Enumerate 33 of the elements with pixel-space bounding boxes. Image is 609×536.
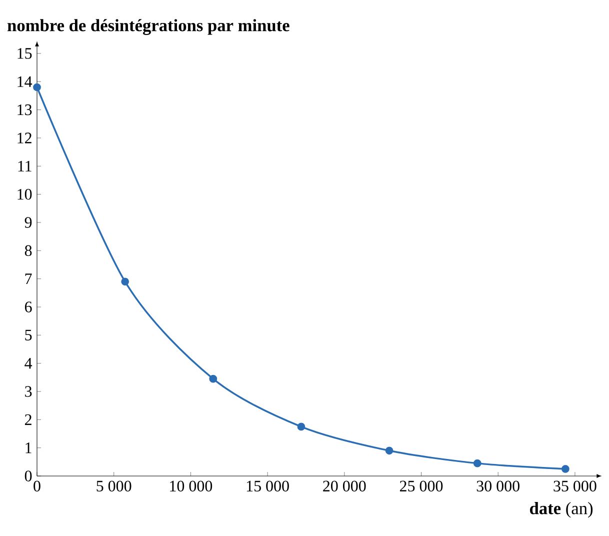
- y-tick-label: 4: [24, 358, 32, 369]
- x-axis-title: date (an): [530, 502, 593, 518]
- y-tick-label: 3: [25, 386, 32, 397]
- x-tick-label: 35 000: [554, 480, 596, 492]
- y-tick-label: 0: [24, 470, 32, 482]
- point: [385, 446, 394, 455]
- y-tick-label: 1: [26, 442, 32, 454]
- y-tick-label: 7: [25, 274, 32, 284]
- x-tick-label: 25 000: [400, 480, 443, 492]
- y-tick-label: 8: [24, 245, 32, 256]
- y-axis-title: nombre de désintégrations par minute: [8, 19, 290, 35]
- x-tick-label: 20 000: [323, 480, 366, 492]
- x-tick-label: 30 000: [476, 480, 520, 492]
- y-tick-label: 2: [25, 414, 32, 425]
- point: [121, 278, 130, 286]
- point: [561, 465, 570, 473]
- x-tick-label: 0: [34, 480, 40, 492]
- y-tick-label: 10: [18, 188, 32, 200]
- x-tick-label: 15 000: [246, 480, 289, 492]
- x-tick-label: 10 000: [170, 480, 212, 492]
- point: [473, 459, 482, 468]
- y-tick-label: 12: [18, 132, 32, 144]
- point: [297, 422, 306, 431]
- y-tick-label: 14: [18, 76, 32, 87]
- y-tick-label: 5: [25, 330, 32, 340]
- point: [209, 374, 218, 383]
- x-tick-label: 5 000: [96, 480, 132, 492]
- y-tick-label: 15: [18, 48, 32, 59]
- y-tick-label: 13: [18, 104, 32, 116]
- y-tick-label: 6: [24, 302, 32, 312]
- y-tick-label: 11: [18, 160, 32, 172]
- y-tick-label: 9: [24, 217, 32, 228]
- point: [33, 83, 41, 92]
